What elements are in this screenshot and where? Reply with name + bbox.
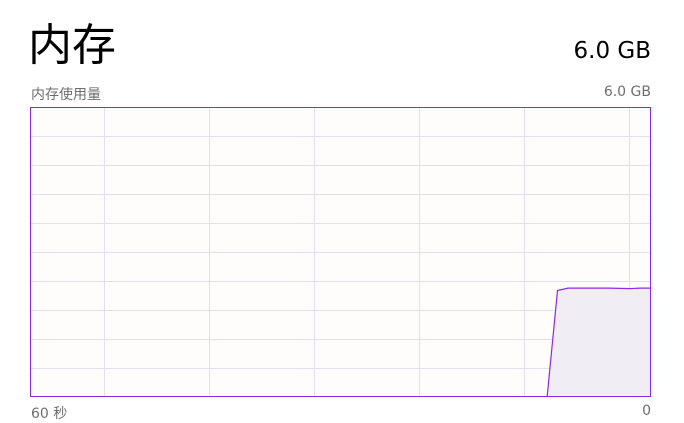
memory-usage-graph[interactable]: [30, 107, 651, 397]
graph-header: 内存使用量 6.0 GB: [31, 84, 651, 104]
x-axis-start-label: 60 秒: [31, 403, 67, 423]
total-memory-value: 6.0 GB: [574, 38, 652, 64]
x-axis-end-label: 0: [642, 403, 651, 423]
graph-max-label: 6.0 GB: [604, 84, 651, 104]
memory-usage-chart: [30, 107, 651, 397]
page-title: 内存: [28, 18, 116, 74]
memory-usage-label: 内存使用量: [31, 84, 101, 104]
graph-footer: 60 秒 0: [31, 403, 651, 423]
